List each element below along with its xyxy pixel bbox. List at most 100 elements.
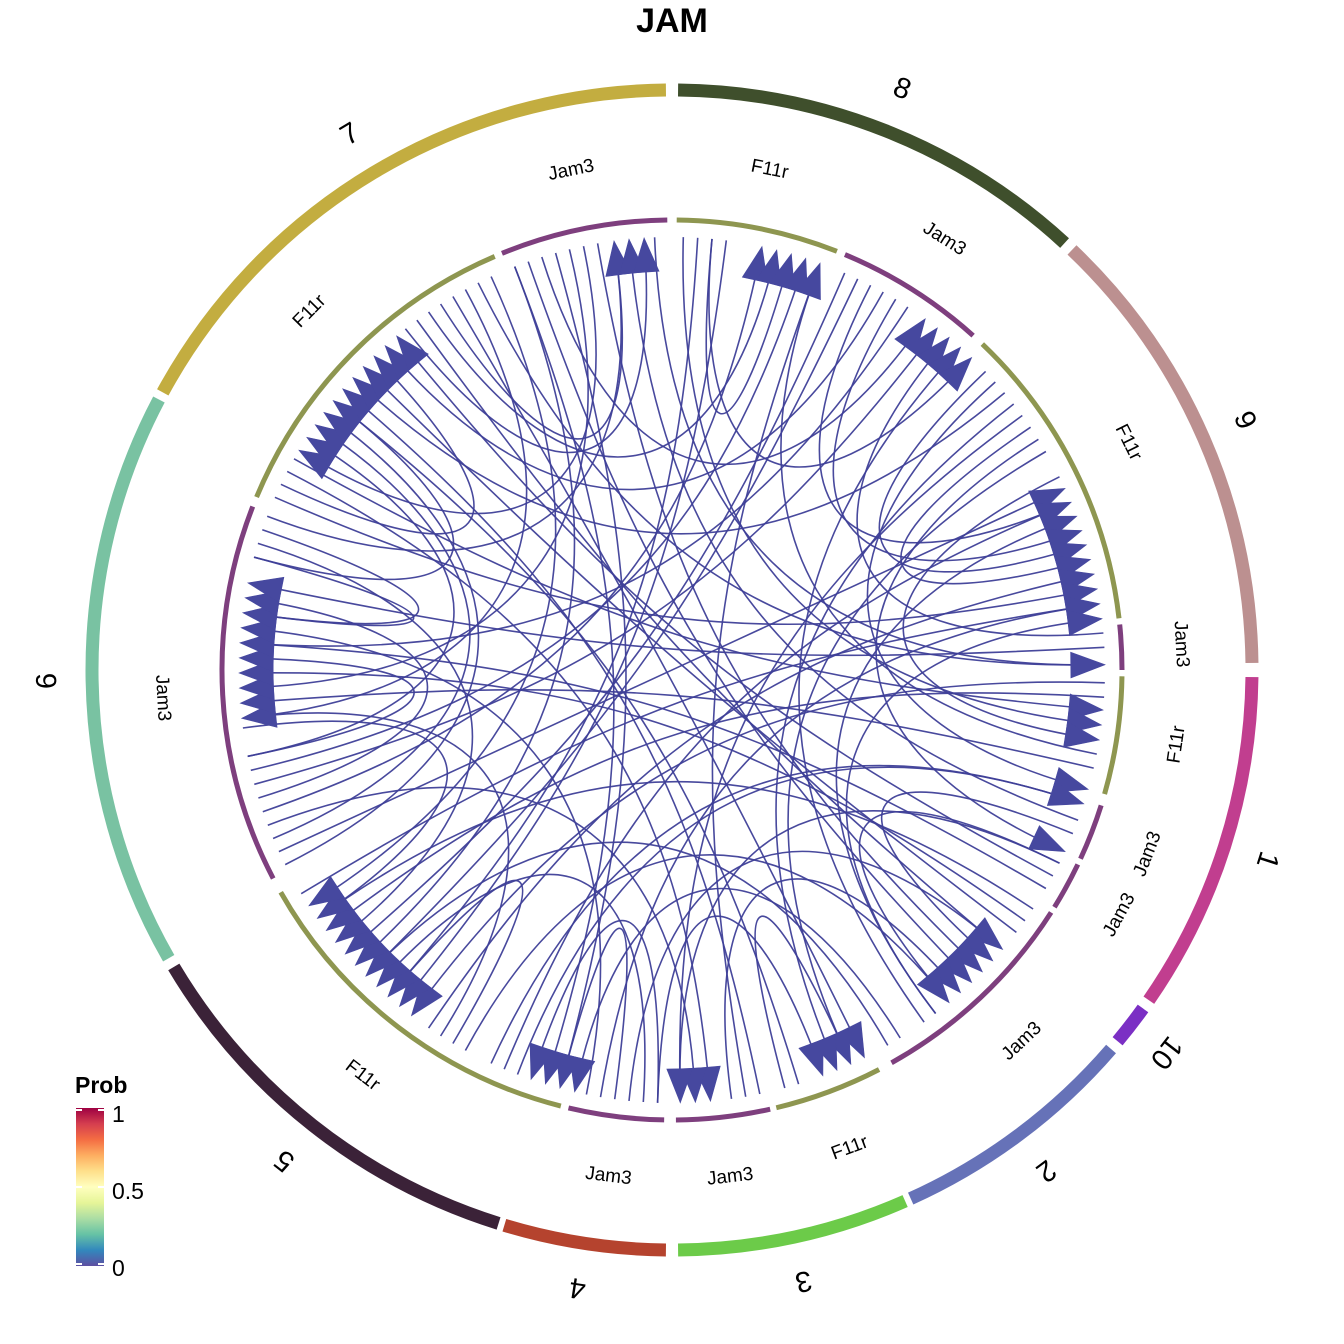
sector-arc-1-f11r (1102, 676, 1125, 795)
chord-link-48 (284, 420, 480, 866)
chord-link-45 (310, 246, 597, 515)
link-arrowhead-55 (396, 335, 429, 372)
chord-link-56 (439, 254, 623, 440)
chord-link-74 (900, 426, 1078, 585)
chord-link-33 (242, 720, 448, 911)
link-arrowhead-27 (376, 952, 410, 988)
link-arrowhead-5 (1046, 780, 1085, 806)
sector-arc-5-f11r (278, 891, 562, 1109)
group-label-2: 2 (1030, 1153, 1062, 1188)
link-arrowhead-66 (916, 336, 950, 373)
group-arc-5 (168, 963, 501, 1230)
chord-link-84 (255, 712, 510, 1037)
group-label-3: 3 (792, 1264, 814, 1299)
link-arrowhead-7 (967, 917, 1004, 951)
chord-link-90 (599, 605, 1087, 1098)
sector-label-8-jam3: Jam3 (919, 218, 969, 261)
chord-link-41 (254, 628, 602, 1095)
sector-arc-3-jam3 (675, 1106, 771, 1123)
link-arrowhead-53 (373, 355, 408, 391)
sector-label-1-jam3: Jam3 (1129, 829, 1165, 880)
link-arrowhead-12 (916, 967, 950, 1004)
chord-link-65 (254, 338, 930, 786)
sector-arc-8-f11r (676, 217, 838, 254)
chord-link-10 (527, 261, 963, 973)
chord-link-52 (372, 375, 1017, 934)
sector-label-2-jam3: Jam3 (998, 1018, 1046, 1065)
chord-link-82 (562, 927, 628, 1100)
link-arrowhead-10 (938, 948, 973, 984)
sector-label-3-f11r: F11r (828, 1131, 871, 1164)
chord-link-88 (711, 276, 817, 1097)
group-arc-3 (678, 1195, 908, 1257)
chord-link-55 (404, 346, 1054, 877)
link-arrowhead-11 (927, 958, 962, 994)
chord-link-4 (866, 381, 1076, 787)
group-label-7: 7 (335, 116, 365, 152)
link-arrowhead-67 (927, 346, 962, 382)
chord-link-81 (754, 915, 846, 1089)
chord-link-12 (858, 810, 1060, 993)
chord-link-60 (427, 263, 775, 458)
link-arrowhead-30 (344, 921, 381, 955)
chord-link-38 (252, 672, 1026, 922)
sector-label-8-f11r: F11r (749, 156, 791, 184)
link-arrowhead-16 (798, 1038, 824, 1077)
link-arrowhead-68 (938, 356, 973, 392)
chord-link-16 (656, 915, 819, 1103)
chord-link-62 (250, 271, 803, 772)
legend-tick-mid: 0.5 (112, 1178, 144, 1204)
link-arrowhead-26 (387, 961, 421, 998)
chord-link-93 (678, 414, 1023, 1089)
chord-link-58 (404, 251, 648, 454)
chord-link-26 (396, 237, 699, 987)
sector-arc-1-jam3 (1117, 624, 1125, 671)
group-arc-7 (157, 83, 667, 396)
link-arrowhead-19 (666, 1068, 693, 1104)
link-arrowhead-51 (352, 376, 388, 411)
chord-link-21 (554, 252, 627, 1075)
link-arrowhead-24 (410, 980, 443, 1017)
sector-arc-4-jam3 (567, 1105, 665, 1123)
sector-label-5-f11r: F11r (341, 1056, 384, 1096)
chord-link-23 (534, 919, 660, 1103)
chord-link-43 (258, 599, 429, 799)
group-label-8: 8 (889, 71, 916, 107)
chord-link-28 (375, 278, 859, 967)
sector-arc-3-f11r (775, 1067, 881, 1111)
chord-link-53 (280, 365, 475, 535)
chord-link-44 (261, 584, 1105, 657)
prob-legend: Prob 1 0.5 0 (75, 1072, 144, 1281)
group-arc-4 (502, 1219, 666, 1257)
link-arrowhead-78 (1066, 609, 1103, 637)
chord-link-95 (328, 780, 1034, 911)
chord-link-15 (775, 403, 1015, 1058)
link-arrowhead-33 (316, 887, 354, 919)
sector-label-1-jam3: Jam3 (1170, 620, 1193, 667)
group-arc-9 (1067, 245, 1259, 663)
legend-title: Prob (75, 1072, 127, 1098)
sector-arc-1-jam3 (1078, 804, 1104, 860)
chord-link-94 (396, 879, 524, 1044)
link-arrowhead-63 (795, 262, 821, 301)
sector-arc-6-jam3 (219, 505, 276, 880)
link-arrowhead-65 (905, 327, 938, 364)
link-arrowhead-25 (398, 971, 432, 1008)
chord-link-51 (362, 386, 1006, 535)
chord-link-49 (253, 408, 455, 581)
link-arrowheads (238, 237, 1106, 1104)
chord-link-79 (477, 282, 1092, 666)
sector-arc-10-jam3 (1052, 863, 1081, 909)
chord-link-13 (452, 296, 860, 1046)
link-arrowhead-28 (365, 942, 400, 977)
chord-link-86 (343, 408, 800, 1085)
sector-label-3-jam3: Jam3 (706, 1164, 755, 1190)
chord-link-72 (832, 298, 1069, 562)
group-arc-8 (677, 83, 1069, 248)
chord-link-57 (629, 253, 1079, 821)
link-arrowhead-34 (308, 875, 346, 907)
chord-link-54 (393, 291, 884, 491)
link-arrowhead-50 (342, 388, 378, 422)
chord-link-63 (780, 276, 1097, 755)
